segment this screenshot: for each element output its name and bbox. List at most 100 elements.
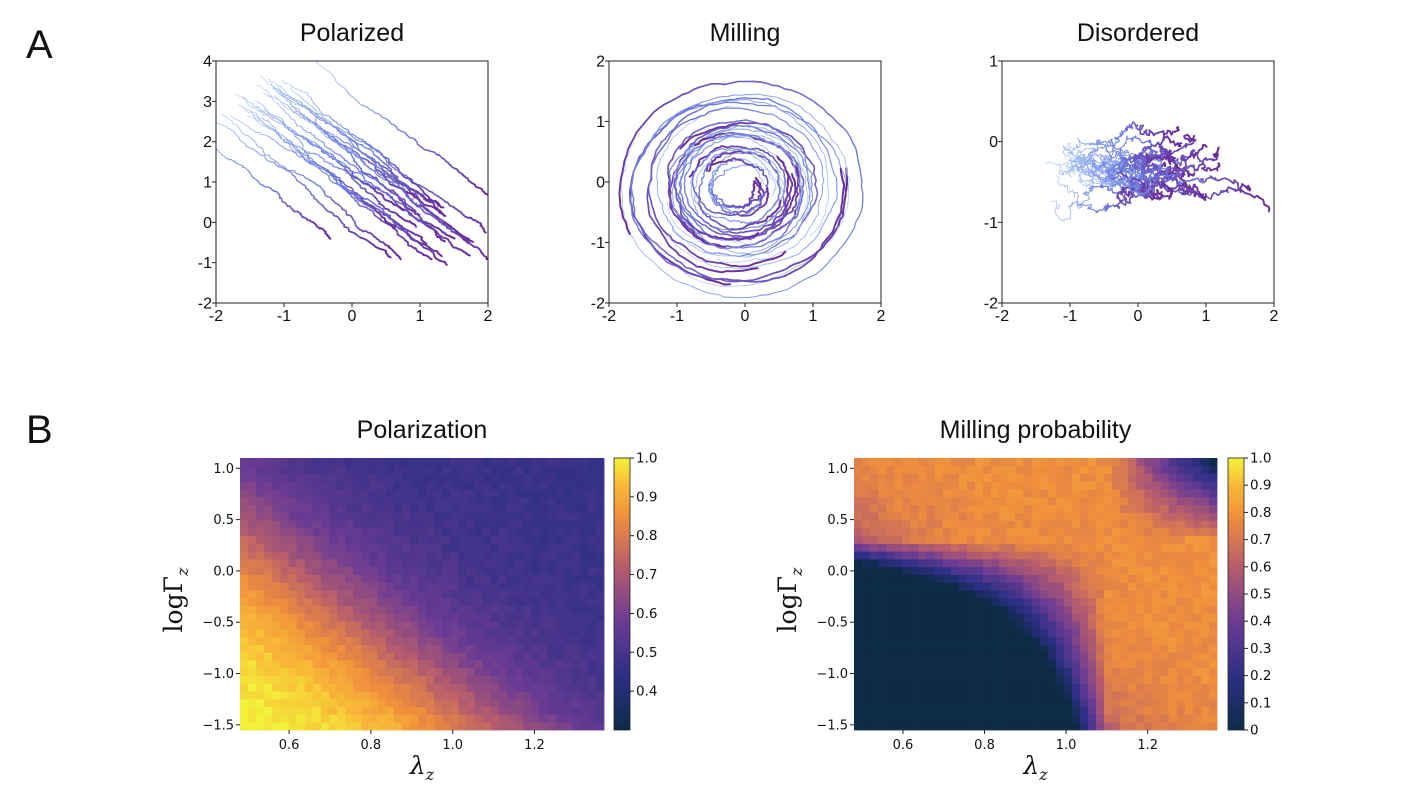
heatmap-cell xyxy=(983,489,992,498)
heatmap-cell xyxy=(1176,691,1186,700)
heatmap-cell xyxy=(862,574,871,583)
heatmap-cell xyxy=(1176,660,1186,669)
heatmap-cell xyxy=(1200,706,1210,715)
heatmap-cell xyxy=(1128,535,1137,544)
trajectory-segment xyxy=(709,228,725,235)
heatmap-cell xyxy=(1071,613,1081,622)
heatmap-cell xyxy=(450,527,459,537)
heatmap-cell xyxy=(1079,520,1089,529)
heatmap-cell xyxy=(377,613,386,622)
heatmap-cell xyxy=(1184,613,1194,622)
heatmap-cell xyxy=(870,527,879,537)
heatmap-cell xyxy=(991,691,1000,700)
trajectory-segment xyxy=(422,210,437,219)
trajectory-segment xyxy=(297,133,308,140)
heatmap-cell xyxy=(482,566,492,575)
heatmap-cell xyxy=(1136,582,1145,591)
heatmap-cell xyxy=(1176,496,1186,506)
trajectory-segment xyxy=(745,252,768,258)
heatmap-cell xyxy=(312,636,322,645)
heatmap-cell xyxy=(531,473,540,482)
heatmap-cell xyxy=(345,605,354,614)
heatmap-cell xyxy=(539,683,548,692)
heatmap-cell xyxy=(950,636,960,645)
heatmap-cell xyxy=(1007,496,1016,506)
heatmap-cell xyxy=(328,652,338,661)
heatmap-cell xyxy=(426,613,435,622)
heatmap-cell xyxy=(571,527,581,537)
heatmap-cell xyxy=(547,644,556,653)
trajectory-segment xyxy=(632,198,640,224)
heatmap-cell xyxy=(442,667,451,676)
heatmap-cell xyxy=(296,652,306,661)
heatmap-cell xyxy=(1063,597,1073,607)
heatmap-cell xyxy=(458,667,467,676)
trajectory-segment xyxy=(256,106,264,111)
heatmap-cell xyxy=(272,628,281,638)
trajectory-segment xyxy=(724,80,761,86)
trajectory-segment xyxy=(350,134,362,143)
heatmap-cell xyxy=(417,481,427,490)
heatmap-cell xyxy=(918,582,927,591)
heatmap-cell xyxy=(1007,722,1016,731)
heatmap-cell xyxy=(458,582,467,591)
heatmap-cell xyxy=(958,613,968,622)
heatmap-cell xyxy=(482,473,492,482)
heatmap-cell xyxy=(377,574,386,583)
trajectory-segment xyxy=(291,87,298,95)
heatmap-cell xyxy=(983,543,992,552)
heatmap-cell xyxy=(886,535,895,544)
heatmap-cell xyxy=(288,496,298,506)
heatmap-cell xyxy=(1071,675,1081,684)
heatmap-cell xyxy=(1160,698,1169,708)
heatmap-cell xyxy=(950,722,960,731)
heatmap-cell xyxy=(1160,667,1169,676)
heatmap-cell xyxy=(999,551,1008,560)
heatmap-cell xyxy=(870,683,879,692)
heatmap-cell xyxy=(393,722,403,731)
heatmap-cell xyxy=(547,551,556,560)
trajectory-segment xyxy=(1112,161,1117,166)
heatmap-cell xyxy=(328,535,338,544)
heatmap-cell xyxy=(1152,520,1161,529)
heatmap-cell xyxy=(369,473,378,482)
heatmap-cell xyxy=(983,590,992,599)
heatmap-cell xyxy=(926,520,936,529)
trajectory-segment xyxy=(1155,155,1165,161)
heatmap-cell xyxy=(555,473,564,482)
trajectory-segment xyxy=(754,201,762,208)
heatmap-cell xyxy=(595,520,605,529)
heatmap-cell xyxy=(328,489,338,498)
heatmap-cell xyxy=(1200,489,1210,498)
heatmap-cell xyxy=(1096,691,1105,700)
heatmap-cell xyxy=(1087,660,1097,669)
heatmap-cell xyxy=(1063,566,1073,575)
trajectory-segment xyxy=(1079,159,1091,163)
heatmap-cell xyxy=(393,667,403,676)
heatmap-cell xyxy=(547,566,556,575)
trajectory-segment xyxy=(1187,170,1194,178)
heatmap-cell xyxy=(983,628,992,638)
heatmap-cell xyxy=(377,473,386,482)
heatmap-cell xyxy=(1096,706,1105,715)
heatmap-cell xyxy=(1023,535,1032,544)
x-tick-label: 1 xyxy=(416,308,425,325)
trajectory-segment xyxy=(333,137,339,144)
heatmap-cell xyxy=(966,559,976,568)
trajectory-segment xyxy=(737,119,759,124)
heatmap-cell xyxy=(458,660,467,669)
trajectory-segment xyxy=(416,183,429,191)
heatmap-cell xyxy=(458,590,467,599)
heatmap-cell xyxy=(854,675,863,684)
heatmap-cell xyxy=(240,582,249,591)
trajectory-segment xyxy=(743,258,770,268)
heatmap-cell xyxy=(999,489,1008,498)
heatmap-cell xyxy=(523,489,532,498)
heatmap-cell xyxy=(377,512,386,521)
heatmap-cell xyxy=(288,543,298,552)
trajectory-segment xyxy=(1109,167,1117,173)
trajectories xyxy=(1045,121,1271,222)
heatmap-cell xyxy=(870,660,879,669)
heatmap-cell xyxy=(328,698,338,708)
heatmap-cell xyxy=(983,698,992,708)
